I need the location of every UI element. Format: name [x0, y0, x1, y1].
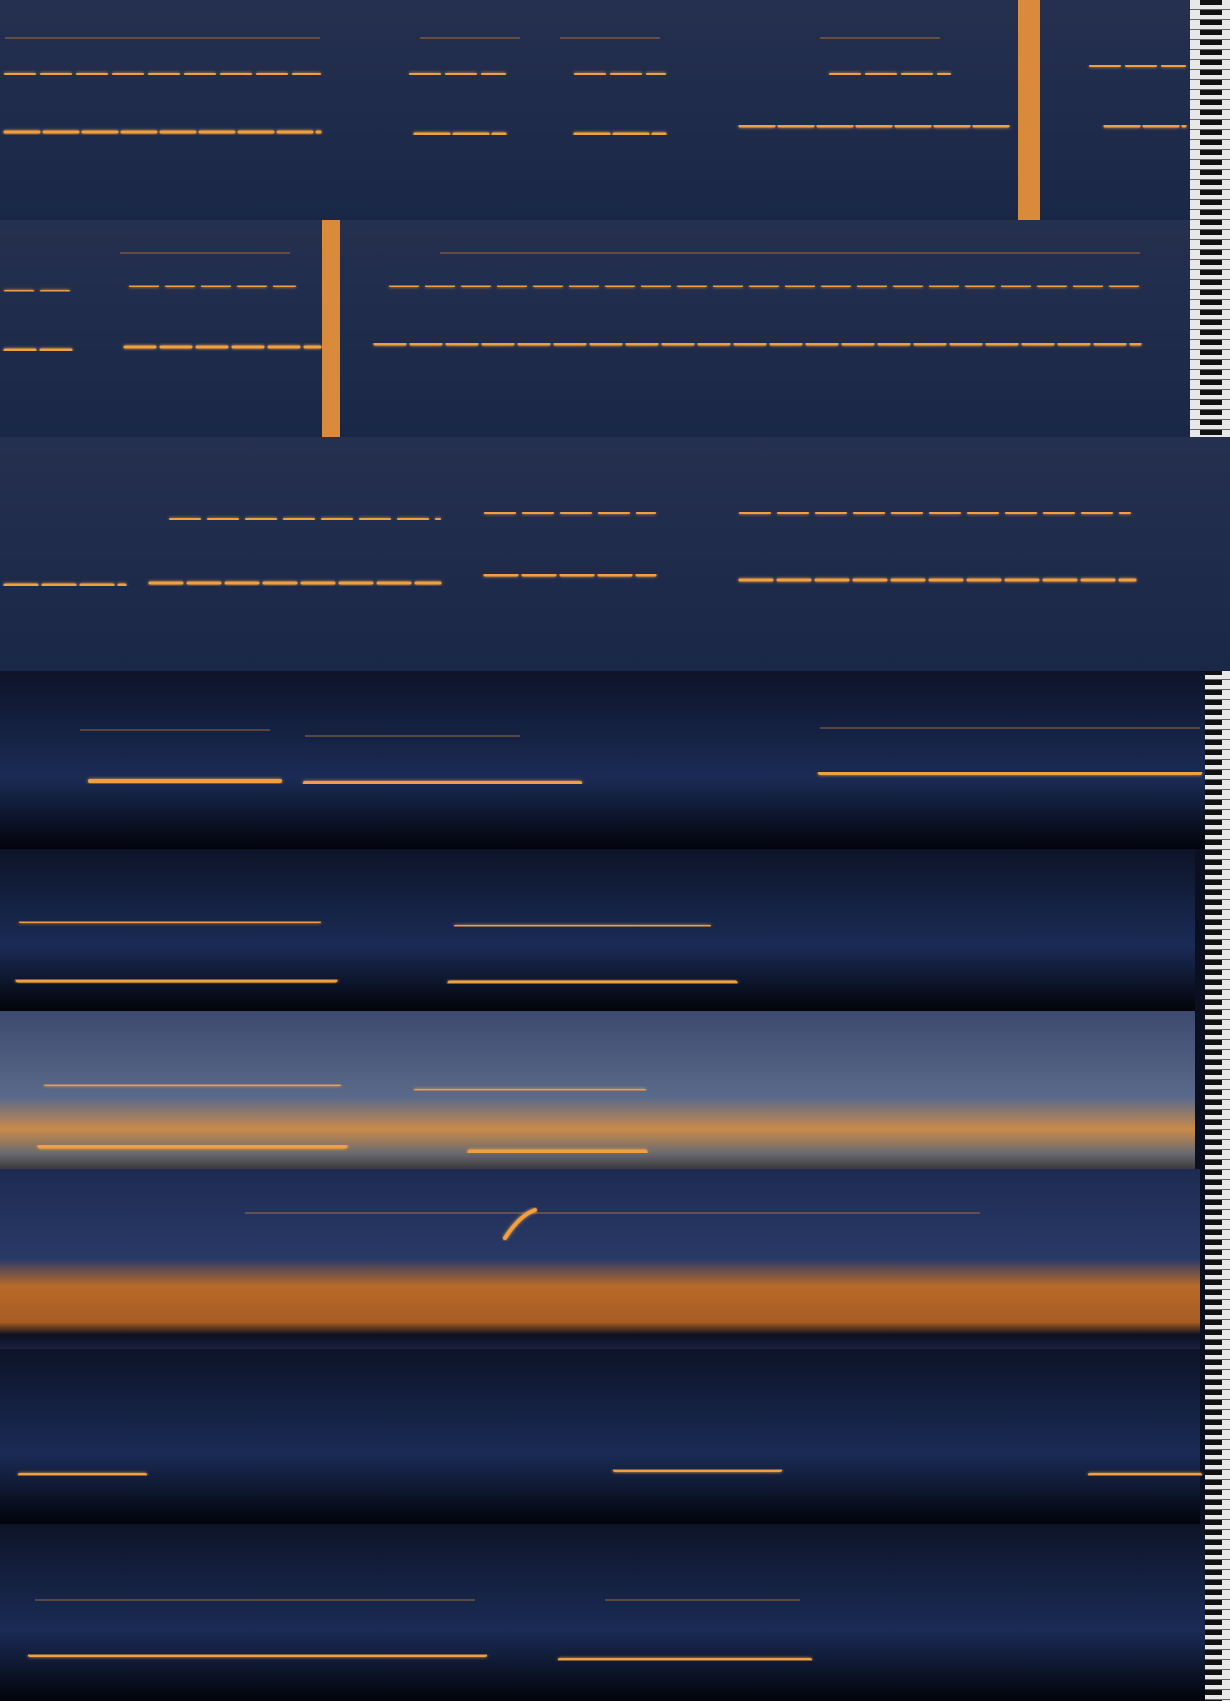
noise-burst: [1018, 0, 1040, 220]
panel-background: [0, 1169, 1200, 1349]
call-trace: [88, 771, 1202, 785]
noise-burst: [322, 220, 340, 437]
harmonic: [19, 921, 711, 927]
panel-background: [0, 220, 1190, 437]
harmonic: [4, 285, 1141, 292]
call-trace: [503, 1208, 537, 1240]
call-trace: [3, 124, 1187, 136]
call-trace: [28, 1653, 812, 1662]
panel-background: [0, 0, 1190, 220]
spectrogram-panel: [0, 0, 1190, 220]
spectrogram-panel: [0, 1011, 1195, 1169]
spectrogram-panel: [0, 1349, 1202, 1524]
spectrogram-panel: [0, 1524, 1205, 1701]
call-trace: [18, 1468, 1202, 1477]
panel-background: [0, 849, 1195, 1011]
call-trace: [15, 977, 738, 986]
call-trace: [3, 573, 1137, 587]
piano-keyboard: [1190, 0, 1230, 437]
spectrogram-panel: [0, 1169, 1200, 1349]
panel-background: [0, 1349, 1200, 1524]
spectrogram-panel: [0, 437, 1230, 671]
panel-background: [0, 1524, 1205, 1701]
panel-background: [0, 671, 1205, 849]
spectrogram-panel: [0, 671, 1205, 849]
call-trace: [3, 342, 1142, 352]
harmonic: [44, 1084, 646, 1091]
call-trace: [37, 1143, 648, 1155]
harmonic: [4, 65, 1186, 75]
piano-keyboard: [1205, 671, 1230, 1701]
spectrogram-panel: [0, 220, 1190, 437]
harmonic: [80, 727, 1200, 737]
spectrogram-panel: [0, 849, 1195, 1011]
harmonic: [169, 512, 1131, 520]
panel-background: [0, 437, 1230, 671]
